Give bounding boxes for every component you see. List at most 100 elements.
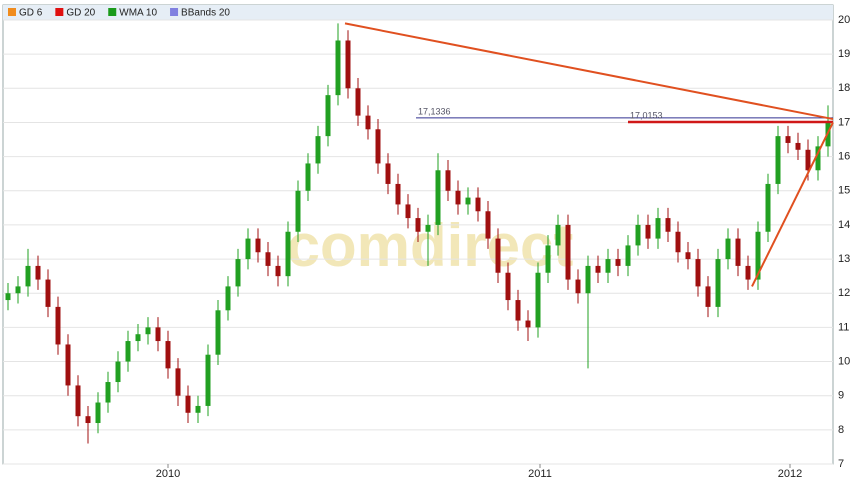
- x-tick-label: 2010: [156, 468, 180, 480]
- candle-body: [105, 382, 111, 403]
- candle-body: [75, 385, 81, 417]
- y-tick-label: 20: [838, 14, 850, 26]
- y-tick-label: 12: [838, 287, 850, 299]
- candle-body: [765, 183, 771, 232]
- y-tick-label: 13: [838, 253, 850, 265]
- candle-body: [335, 40, 341, 96]
- candle-body: [85, 416, 91, 424]
- candle-body: [325, 95, 331, 137]
- candle-body: [795, 142, 801, 150]
- candle-body: [645, 224, 651, 239]
- candle-body: [275, 265, 281, 277]
- candle-body: [165, 341, 171, 369]
- candle-body: [25, 265, 31, 287]
- candle-body: [235, 259, 241, 287]
- candle-body: [245, 238, 251, 260]
- candle-body: [715, 259, 721, 307]
- y-tick-label: 15: [838, 185, 850, 197]
- candle-body: [95, 402, 101, 424]
- candle-body: [285, 231, 291, 277]
- level-label: 17,0153: [630, 110, 663, 120]
- candle-body: [605, 259, 611, 273]
- y-tick-label: 16: [838, 151, 850, 163]
- y-tick-label: 19: [838, 48, 850, 60]
- legend-swatch: [8, 8, 16, 16]
- trend-line: [751, 122, 834, 287]
- y-tick-label: 8: [838, 424, 844, 436]
- candle-body: [515, 300, 521, 321]
- candle-body: [455, 190, 461, 205]
- y-tick-label: 7: [838, 458, 844, 470]
- candle-body: [705, 286, 711, 307]
- legend-label: GD 6: [19, 8, 43, 19]
- candle-body: [655, 218, 661, 239]
- candle-body: [395, 183, 401, 205]
- watermark: comdirect: [287, 212, 574, 279]
- candle-body: [785, 136, 791, 143]
- candle-body: [595, 265, 601, 273]
- legend-bar: [3, 5, 833, 20]
- candle-body: [5, 293, 11, 301]
- candle-body: [55, 306, 61, 345]
- candle-body: [15, 286, 21, 294]
- candle-body: [265, 252, 271, 266]
- candle-body: [425, 224, 431, 232]
- y-tick-label: 18: [838, 82, 850, 94]
- candle-body: [155, 327, 161, 342]
- candle-body: [465, 197, 471, 205]
- candle-body: [805, 149, 811, 171]
- candle-body: [315, 136, 321, 164]
- candle-body: [215, 310, 221, 355]
- candle-body: [635, 224, 641, 246]
- candle-body: [125, 341, 131, 362]
- candle-body: [195, 405, 201, 413]
- legend-swatch: [170, 8, 179, 16]
- candle-body: [355, 88, 361, 116]
- candle-body: [625, 245, 631, 266]
- candle-body: [745, 265, 751, 280]
- candle-body: [255, 238, 261, 253]
- y-tick-label: 14: [838, 219, 850, 231]
- legend-swatch: [55, 8, 64, 16]
- candle-body: [295, 190, 301, 232]
- candle-body: [585, 265, 591, 294]
- candle-body: [485, 211, 491, 239]
- candle-body: [45, 279, 51, 307]
- candle-body: [135, 334, 141, 342]
- candle-body: [435, 170, 441, 225]
- candle-body: [665, 218, 671, 232]
- candle-body: [725, 238, 731, 260]
- candle-body: [535, 272, 541, 328]
- y-tick-label: 10: [838, 355, 850, 367]
- candle-body: [475, 197, 481, 212]
- candle-body: [175, 368, 181, 396]
- candle-body: [545, 245, 551, 273]
- candle-body: [35, 265, 41, 280]
- candle-body: [755, 231, 761, 280]
- x-tick-label: 2011: [528, 468, 552, 480]
- y-tick-label: 9: [838, 390, 844, 402]
- candle-body: [815, 146, 821, 171]
- candle-body: [575, 279, 581, 294]
- trend-line: [344, 22, 834, 121]
- candle-body: [205, 354, 211, 406]
- candle-body: [365, 115, 371, 130]
- candle-body: [345, 40, 351, 89]
- candle-body: [505, 272, 511, 301]
- x-tick-label: 2012: [778, 468, 802, 480]
- candle-body: [675, 231, 681, 253]
- y-tick-label: 17: [838, 116, 850, 128]
- candle-body: [185, 395, 191, 413]
- candle-body: [695, 259, 701, 287]
- candle-body: [115, 361, 121, 383]
- candle-body: [775, 136, 781, 184]
- candle-body: [615, 259, 621, 266]
- legend-label: GD 20: [66, 8, 95, 19]
- candle-body: [735, 238, 741, 266]
- candle-body: [305, 163, 311, 191]
- legend-label: WMA 10: [119, 8, 157, 19]
- candle-body: [65, 344, 71, 386]
- candle-body: [225, 286, 231, 311]
- legend-label: BBands 20: [181, 8, 230, 19]
